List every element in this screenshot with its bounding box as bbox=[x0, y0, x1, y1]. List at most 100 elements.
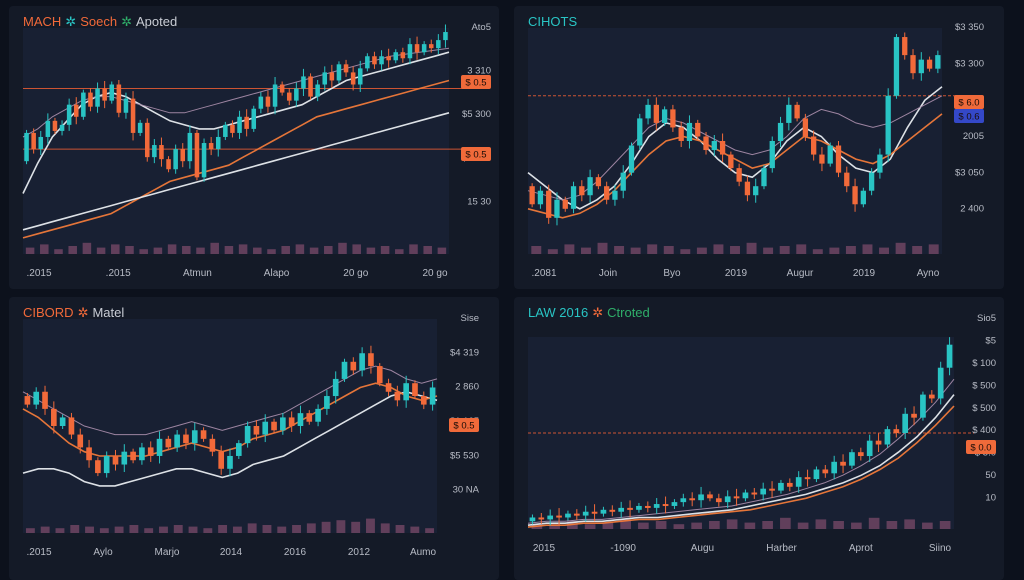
candle-body bbox=[565, 513, 571, 518]
moving-average-line bbox=[527, 113, 943, 219]
candle-body bbox=[103, 455, 110, 474]
volume-bar bbox=[602, 522, 614, 529]
candle-body bbox=[926, 59, 933, 69]
volume-bar bbox=[267, 249, 276, 254]
volume-bar bbox=[796, 244, 807, 254]
candle-body bbox=[686, 122, 693, 141]
candle-body bbox=[393, 52, 399, 61]
candle-body bbox=[81, 92, 86, 117]
volume-bar bbox=[324, 246, 333, 254]
candle-body bbox=[794, 104, 800, 119]
candle-body bbox=[653, 104, 659, 123]
chart-title-part: ✲ bbox=[592, 305, 603, 320]
volume-bar bbox=[281, 246, 290, 254]
y-tick-label: 50 bbox=[985, 470, 996, 481]
volume-bar bbox=[746, 242, 757, 254]
volume-bar bbox=[82, 242, 92, 254]
candle-body bbox=[165, 438, 172, 448]
volume-bar bbox=[182, 246, 191, 254]
moving-average-line bbox=[527, 378, 955, 524]
volume-bar bbox=[868, 517, 880, 529]
x-tick-label: 2012 bbox=[348, 547, 371, 558]
candle-body bbox=[591, 511, 598, 514]
y-tick-label: $3 300 bbox=[955, 58, 984, 69]
candle-body bbox=[573, 513, 580, 516]
candle-body bbox=[935, 55, 941, 69]
volume-bar bbox=[580, 247, 591, 254]
candle-body bbox=[946, 344, 953, 368]
volume-bar bbox=[409, 244, 418, 254]
volume-bar bbox=[351, 521, 361, 533]
candle-body bbox=[849, 452, 855, 466]
x-tick-label: 2016 bbox=[284, 547, 307, 558]
candle-body bbox=[102, 88, 107, 101]
candle-body bbox=[253, 426, 260, 435]
x-tick-label: .2015 bbox=[106, 268, 131, 279]
chart-panel-top-right[interactable]: CIHOTS .2081 Join Byo 2019 Augur 2019 Ayno $3 35… bbox=[514, 6, 1004, 289]
chart-panel-top-left[interactable]: MACH ✲ Soech ✲ Apoted .2015 .2015 Atmun Alapo 20 … bbox=[9, 6, 499, 289]
candle-body bbox=[24, 132, 29, 162]
candle-body bbox=[637, 118, 643, 146]
y-tick-label: 15 30 bbox=[467, 196, 491, 207]
candle-body bbox=[400, 52, 406, 59]
candle-body bbox=[77, 434, 84, 448]
volume-bar bbox=[366, 247, 376, 254]
candle-body bbox=[877, 154, 883, 173]
chart-panel-bottom-left[interactable]: CIBORD ✲ Matel .2015 Aylo Marjo 2014 2016 2012 Au… bbox=[9, 297, 499, 580]
x-tick-label: Harber bbox=[766, 543, 797, 554]
candle-body bbox=[587, 177, 593, 196]
x-tick-label: Aumo bbox=[410, 547, 437, 558]
y-tick-label: $ 500 bbox=[972, 403, 996, 414]
x-tick-label: Aylo bbox=[93, 547, 113, 558]
candle-body bbox=[121, 451, 128, 465]
volume-bar bbox=[928, 244, 939, 254]
candle-body bbox=[200, 430, 207, 439]
candle-body bbox=[703, 136, 709, 151]
chart-title-part: Apoted bbox=[136, 14, 177, 29]
volume-bar bbox=[410, 526, 420, 533]
candle-body bbox=[443, 32, 448, 41]
volume-bar bbox=[713, 244, 724, 254]
candle-body bbox=[159, 145, 164, 160]
plot-area bbox=[23, 28, 449, 254]
volume-bar bbox=[196, 247, 205, 254]
moving-average-line bbox=[22, 47, 450, 138]
candle-body bbox=[928, 394, 935, 399]
candle-body bbox=[343, 64, 349, 73]
candle-body bbox=[187, 132, 193, 162]
chart-panel-bottom-right[interactable]: LAW 2016 ✲ Ctroted 2015 -1090 Augu Harber Aprot… bbox=[514, 297, 1004, 580]
candle-body bbox=[59, 417, 66, 426]
price-tag bbox=[966, 440, 996, 454]
candle-body bbox=[130, 98, 136, 133]
candle-body bbox=[237, 116, 242, 133]
volume-bar bbox=[25, 247, 35, 254]
candle-body bbox=[272, 84, 278, 107]
candle-body bbox=[42, 391, 48, 409]
candle-body bbox=[875, 440, 882, 445]
x-tick-label: Augu bbox=[691, 543, 714, 554]
y-tick-label: Sise bbox=[461, 313, 479, 324]
volume-bar bbox=[321, 521, 331, 533]
volume-bar bbox=[159, 526, 168, 533]
candle-body bbox=[421, 44, 427, 53]
chart-svg: LAW 2016 ✲ Ctroted 2015 -1090 Augu Harber Aprot… bbox=[527, 305, 996, 554]
volume-bar bbox=[55, 528, 65, 533]
candle-body bbox=[835, 145, 842, 173]
candle-body bbox=[394, 391, 401, 401]
volume-bar bbox=[85, 526, 94, 533]
candle-body bbox=[286, 92, 292, 101]
chart-title-part: ✲ bbox=[65, 14, 76, 29]
candle-body bbox=[529, 186, 535, 205]
volume-bar bbox=[779, 246, 790, 254]
candle-body bbox=[227, 455, 233, 469]
volume-bar bbox=[336, 520, 346, 533]
volume-bar bbox=[306, 523, 316, 533]
y-tick-label: $ 100 bbox=[972, 358, 996, 369]
candle-body bbox=[436, 40, 441, 49]
candle-body bbox=[235, 443, 242, 456]
candle-body bbox=[201, 143, 207, 178]
candle-body bbox=[315, 84, 320, 97]
candle-body bbox=[215, 136, 221, 150]
volume-bar bbox=[597, 242, 608, 254]
candle-body bbox=[24, 396, 31, 405]
